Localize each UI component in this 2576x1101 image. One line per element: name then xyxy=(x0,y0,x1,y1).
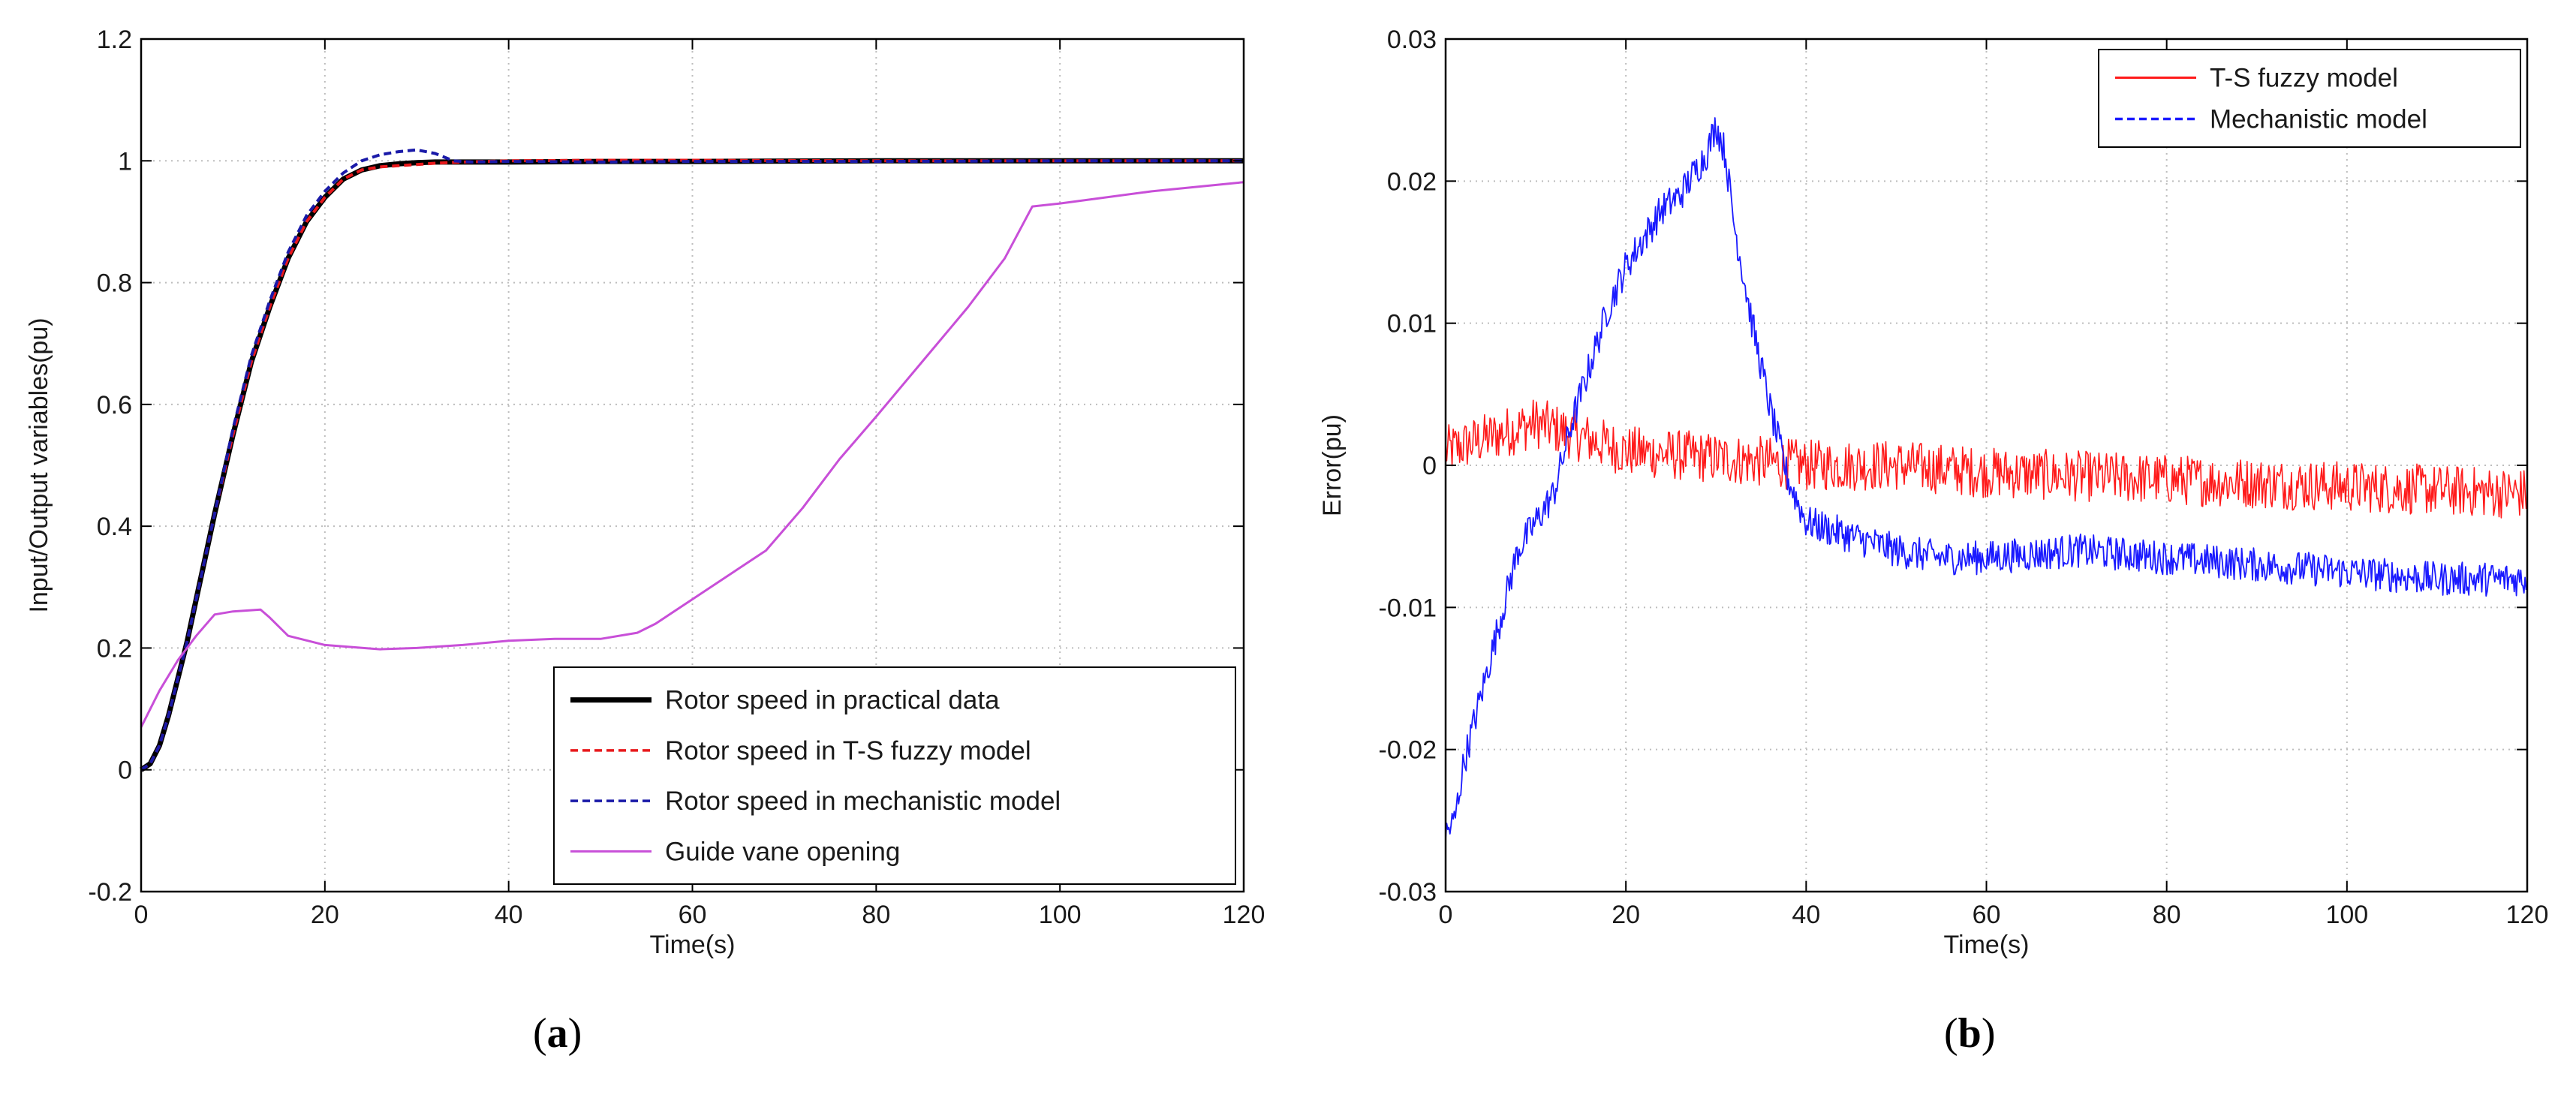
y-axis-label: Error(pu) xyxy=(1318,414,1347,516)
y-tick-label: 0.2 xyxy=(97,634,132,663)
legend-box xyxy=(2098,49,2521,148)
series-line-4 xyxy=(140,181,1244,728)
y-tick-label: -0.03 xyxy=(1379,878,1437,907)
x-tick-label: 60 xyxy=(1973,901,2001,929)
y-axis-label: Input/Output variables(pu) xyxy=(25,317,53,612)
chart-a: 0 20 40 60 80 100 120-0.200.20.40.60.811.2Time… xyxy=(25,26,1265,959)
series-line-3 xyxy=(140,148,1244,772)
ticks: 0 20 40 60 80 100 120 -0.03 -0.02 -0.01 0 0.01 0.02 0… xyxy=(1379,26,2549,929)
legend: T-S fuzzy model Mechanistic model xyxy=(2098,49,2521,148)
series-group xyxy=(140,148,1244,772)
x-tick-label: 80 xyxy=(862,901,890,929)
x-tick-label: 20 xyxy=(1612,901,1640,929)
legend: Rotor speed in practical data Rotor speed… xyxy=(553,666,1236,885)
x-tick-label: 120 xyxy=(2506,901,2549,929)
y-tick-label: 0.8 xyxy=(97,269,132,298)
series-group xyxy=(1445,117,2527,840)
panel-label-a: (a) xyxy=(533,1010,582,1057)
y-tick-label: 0.6 xyxy=(97,391,132,420)
ticks: 0 20 40 60 80 100 120-0.200.20.40.60.811.2 xyxy=(88,26,1265,929)
x-tick-label: 100 xyxy=(1039,901,1082,929)
y-tick-label: -0.2 xyxy=(88,878,132,907)
y-tick-label: -0.01 xyxy=(1379,594,1437,622)
x-tick-label: 120 xyxy=(1223,901,1265,929)
y-tick-label: 0.4 xyxy=(97,513,132,541)
x-tick-label: 40 xyxy=(1792,901,1820,929)
legend-label-1: Rotor speed in practical data xyxy=(665,686,1000,715)
y-tick-label: -0.02 xyxy=(1379,736,1437,765)
y-tick-label: 0.01 xyxy=(1387,310,1437,338)
x-axis-label: Time(s) xyxy=(1944,931,2030,959)
x-axis-label: Time(s) xyxy=(650,931,736,959)
y-tick-label: 0 xyxy=(118,757,132,785)
legend-box xyxy=(553,666,1236,885)
x-tick-label: 0 xyxy=(134,901,149,929)
y-tick-label: 1.2 xyxy=(97,26,132,54)
legend-label-3: Rotor speed in mechanistic model xyxy=(665,787,1061,816)
legend-label-4: Guide vane opening xyxy=(665,837,900,866)
series-line-1 xyxy=(1445,399,2527,519)
y-tick-label: 1 xyxy=(118,147,132,176)
x-tick-label: 40 xyxy=(495,901,523,929)
series-line-2 xyxy=(1445,117,2527,840)
x-tick-label: 0 xyxy=(1439,901,1453,929)
y-tick-label: 0 xyxy=(1422,452,1437,480)
chart-b: 0 20 40 60 80 100 120 -0.03 -0.02 -0.01 0 0.01 0.02 0… xyxy=(1318,26,2548,959)
x-tick-label: 20 xyxy=(311,901,339,929)
y-tick-label: 0.03 xyxy=(1387,26,1437,54)
legend-label-1: T-S fuzzy model xyxy=(2210,64,2398,93)
x-tick-label: 100 xyxy=(2325,901,2368,929)
legend-label-2: Rotor speed in T-S fuzzy model xyxy=(665,736,1031,766)
x-tick-label: 60 xyxy=(679,901,707,929)
y-tick-label: 0.02 xyxy=(1387,167,1437,196)
legend-label-2: Mechanistic model xyxy=(2210,105,2427,134)
x-tick-label: 80 xyxy=(2153,901,2181,929)
panel-label-b: (b) xyxy=(1944,1010,1996,1057)
